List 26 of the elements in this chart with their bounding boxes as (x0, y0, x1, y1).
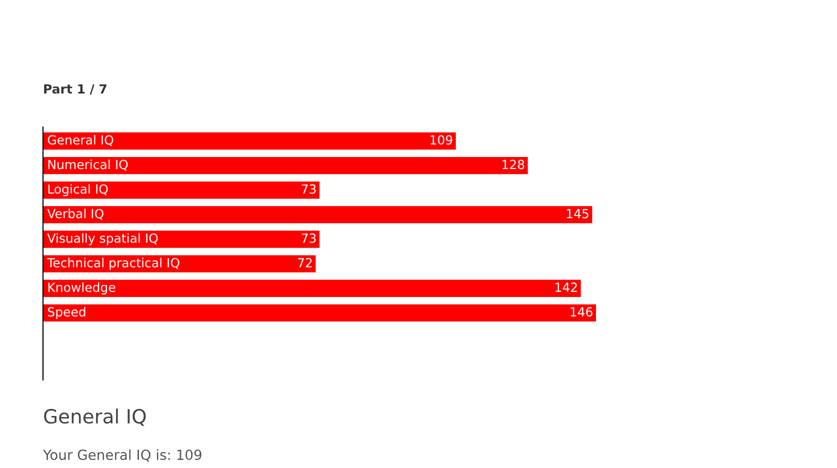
y-tick-label: Logical IQ (48, 184, 108, 196)
bar (43, 230, 320, 248)
data-label: 145 (566, 209, 588, 218)
data-label: 73 (302, 233, 316, 243)
data-label: 73 (302, 184, 316, 194)
text: Your General IQ is: 109 (42, 449, 202, 462)
bar (43, 132, 456, 150)
data-label: 128 (502, 160, 524, 170)
bar (43, 255, 316, 272)
bar (43, 182, 320, 199)
y-tick-label: Speed (48, 306, 86, 319)
y-tick-label: Knowledge (48, 282, 116, 294)
y-tick-label: General IQ (48, 134, 114, 146)
bar (43, 304, 596, 322)
bar (43, 280, 581, 297)
y-tick-label: Visually spatial IQ (47, 233, 158, 246)
bar (43, 156, 528, 174)
bar (43, 206, 592, 224)
y-tick-label: Verbal IQ (47, 208, 104, 220)
y-tick-label: Technical practical IQ (47, 258, 180, 270)
y-tick-label: Numerical IQ (48, 160, 128, 171)
data-label: 142 (556, 282, 577, 292)
data-label: 72 (298, 258, 312, 268)
data-label: 109 (430, 135, 452, 145)
data-label: 146 (570, 307, 592, 317)
chart-title: Part 1 / 7 (44, 84, 106, 95)
